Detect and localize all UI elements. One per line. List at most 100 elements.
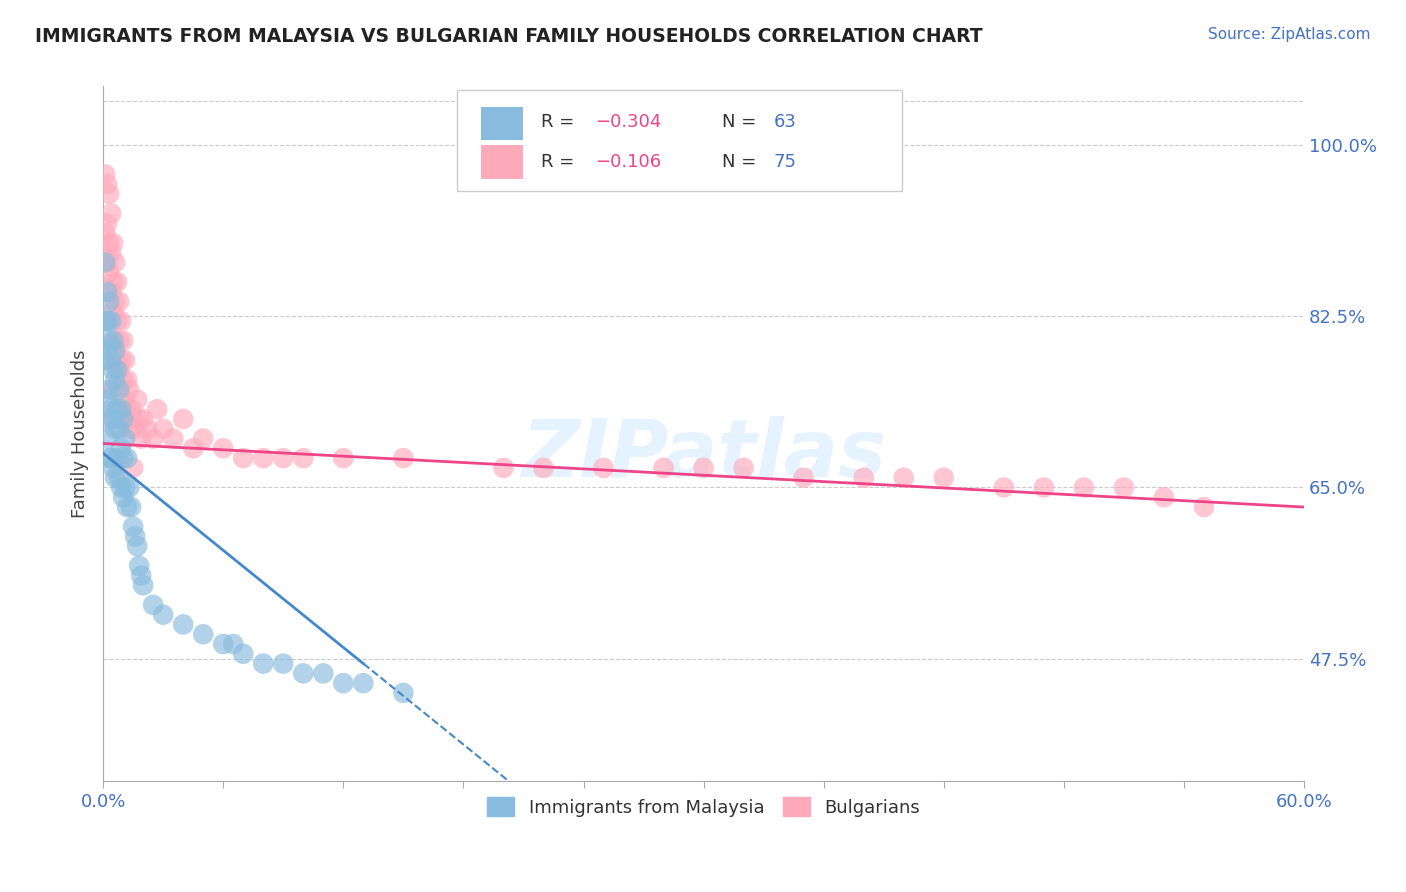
Point [110, 442, 132, 456]
Point [110, 402, 132, 417]
Text: −0.106: −0.106 [596, 153, 662, 171]
Bar [481, 145, 523, 178]
Point [115, 373, 138, 387]
Point [114, 392, 136, 407]
Point [127, 539, 149, 553]
FancyBboxPatch shape [457, 90, 901, 191]
Text: R =: R = [541, 153, 575, 171]
Point [114, 481, 136, 495]
Point [110, 314, 132, 328]
Text: Source: ZipAtlas.com: Source: ZipAtlas.com [1208, 27, 1371, 42]
Point [101, 412, 124, 426]
Text: ZIPatlas: ZIPatlas [522, 416, 886, 493]
Point [118, 383, 141, 397]
Point [105, 363, 128, 377]
Point [98, 334, 121, 348]
Text: 75: 75 [773, 153, 796, 171]
Point [793, 471, 815, 485]
Point [100, 285, 122, 299]
Point [110, 481, 132, 495]
Point [96, 432, 118, 446]
Point [222, 637, 245, 651]
Point [122, 519, 145, 533]
Point [120, 402, 142, 417]
Point [100, 314, 122, 328]
Point [312, 666, 335, 681]
Point [101, 461, 124, 475]
Text: R =: R = [541, 113, 575, 131]
Point [172, 412, 194, 426]
Point [104, 471, 127, 485]
Point [110, 353, 132, 368]
Point [252, 657, 274, 671]
Point [101, 304, 124, 318]
Point [142, 598, 165, 612]
Point [162, 432, 184, 446]
Point [193, 627, 215, 641]
Point [104, 294, 127, 309]
Point [114, 353, 136, 368]
Point [1073, 481, 1095, 495]
Point [136, 422, 159, 436]
Point [122, 412, 145, 426]
Point [115, 402, 138, 417]
Point [592, 461, 614, 475]
Point [124, 529, 146, 543]
Point [852, 471, 875, 485]
Point [292, 666, 315, 681]
Point [98, 294, 121, 309]
Text: N =: N = [721, 113, 756, 131]
Point [98, 383, 121, 397]
Point [232, 451, 254, 466]
Point [108, 294, 131, 309]
Point [94, 353, 117, 368]
Point [120, 500, 142, 514]
Point [332, 451, 354, 466]
Point [1153, 490, 1175, 504]
Point [96, 343, 118, 358]
Point [932, 471, 955, 485]
Point [108, 334, 131, 348]
Y-axis label: Family Households: Family Households [72, 350, 89, 518]
Point [129, 432, 152, 446]
Point [118, 422, 141, 436]
Point [98, 186, 121, 201]
Point [104, 373, 127, 387]
Text: N =: N = [721, 153, 756, 171]
Point [94, 168, 117, 182]
Point [104, 255, 127, 269]
Point [112, 412, 135, 426]
Point [1032, 481, 1054, 495]
Point [105, 353, 128, 368]
Point [132, 578, 155, 592]
Point [108, 471, 131, 485]
Point [292, 451, 315, 466]
Point [332, 676, 354, 690]
Point [96, 314, 118, 328]
Point [1112, 481, 1135, 495]
Point [212, 442, 235, 456]
Point [193, 432, 215, 446]
Point [105, 314, 128, 328]
Point [101, 363, 124, 377]
Point [96, 177, 118, 191]
Point [101, 334, 124, 348]
Point [122, 461, 145, 475]
Point [112, 490, 135, 504]
Point [104, 343, 127, 358]
Point [115, 500, 138, 514]
Point [101, 235, 124, 250]
Text: 63: 63 [773, 113, 796, 131]
Point [692, 461, 714, 475]
Point [104, 334, 127, 348]
Legend: Immigrants from Malaysia, Bulgarians: Immigrants from Malaysia, Bulgarians [479, 790, 927, 824]
Point [105, 451, 128, 466]
Point [101, 383, 124, 397]
Point [652, 461, 675, 475]
Text: IMMIGRANTS FROM MALAYSIA VS BULGARIAN FAMILY HOUSEHOLDS CORRELATION CHART: IMMIGRANTS FROM MALAYSIA VS BULGARIAN FA… [35, 27, 983, 45]
Point [96, 285, 118, 299]
Point [533, 461, 555, 475]
Point [118, 481, 141, 495]
Point [112, 451, 135, 466]
Point [152, 607, 174, 622]
